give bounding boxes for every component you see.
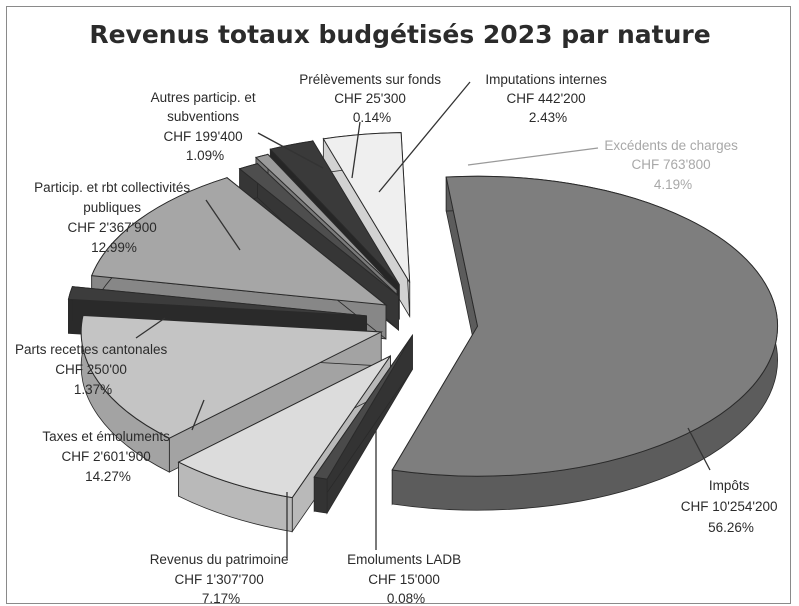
label-imputations: Imputations internes CHF 442'200 2.43% [485,72,610,125]
slice-top-7 [254,153,398,291]
label-ladb: Emoluments LADB CHF 15'000 0.08% [347,552,465,606]
slice-rim-1 [313,476,328,514]
leader-lines [135,81,711,558]
slice-top-1 [313,335,413,480]
slice-top-6 [238,163,399,297]
label-cantonales: Parts recettes cantonales CHF 250'00 1.3… [15,342,171,397]
slice-labels: Impôts CHF 10'254'200 56.26% Emoluments … [15,72,781,606]
slice-top-4 [67,286,367,317]
chart-title: Revenus totaux budgétisés 2023 par natur… [89,20,710,49]
leader-cantonales [135,317,166,339]
slice-top-9 [322,132,411,283]
label-collectivites: Particip. et rbt collectivités publiques… [34,180,194,255]
label-impots: Impôts CHF 10'254'200 56.26% [681,478,781,535]
label-fonds: Prélèvements sur fonds CHF 25'300 0.14% [299,72,445,125]
leader-excedents [467,147,599,166]
slice-top-5 [90,177,388,306]
label-taxes: Taxes et émoluments CHF 2'601'900 14.27% [42,429,173,484]
label-subventions: Autres particip. et subventions CHF 199'… [151,90,260,163]
slice-top-2 [177,355,391,499]
leader-taxes [191,399,205,431]
leader-impots [687,427,711,471]
pie-slices [67,132,779,533]
leader-subventions [257,132,324,169]
slice-top-8 [269,140,400,286]
slice-top-0 [391,175,779,477]
label-patrimoine: Revenus du patrimoine CHF 1'307'700 7.17… [150,552,293,606]
leader-collectivites [205,199,241,251]
leader-fonds [351,121,361,179]
slice-top-3 [80,314,384,439]
leader-imputations [378,81,471,193]
label-excedents: Excédents de charges CHF 763'800 4.19% [604,138,741,192]
